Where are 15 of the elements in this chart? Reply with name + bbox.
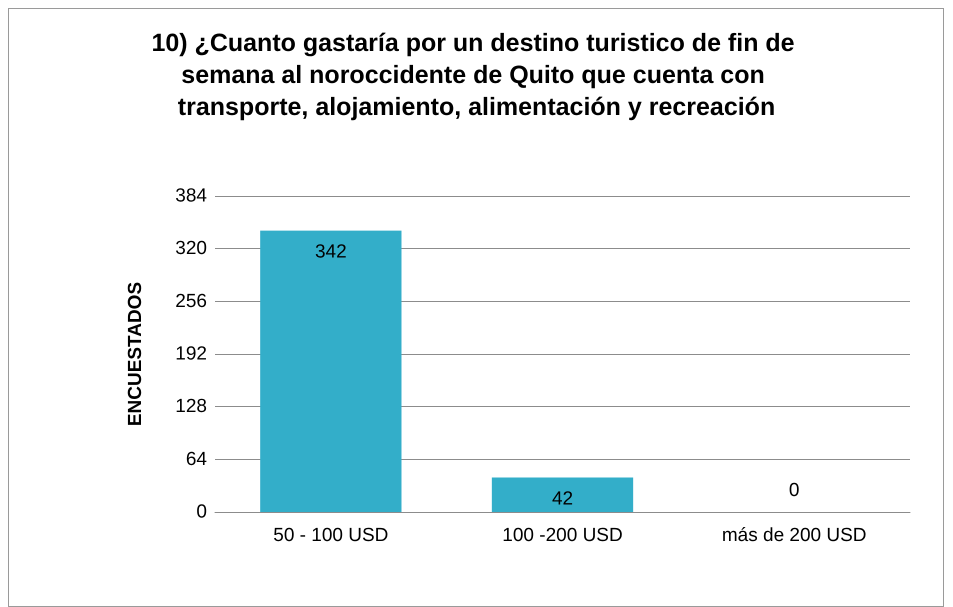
y-axis-title: ENCUESTADOS	[125, 282, 146, 426]
y-tick-label: 192	[175, 344, 207, 364]
x-tick-label: 100 -200 USD	[502, 525, 623, 546]
data-label: 42	[552, 488, 574, 510]
x-tick-label: 50 - 100 USD	[273, 525, 388, 546]
x-tick-label: más de 200 USD	[722, 525, 867, 546]
y-tick-label: 0	[196, 502, 207, 522]
y-tick-label: 320	[175, 238, 207, 260]
y-tick-label: 384	[175, 186, 208, 206]
y-tick-label: 256	[175, 290, 207, 312]
y-tick-label: 128	[175, 396, 207, 418]
chart-title: 10) ¿Cuanto gastaría por un destino turistico de fin de semana al noroccidente de Quito que cuenta con transporte, alojamiento, alimentación y recreación	[151, 29, 802, 121]
data-label: 342	[314, 242, 347, 263]
data-label: 0	[788, 480, 800, 501]
y-tick-label: 64	[186, 448, 208, 470]
